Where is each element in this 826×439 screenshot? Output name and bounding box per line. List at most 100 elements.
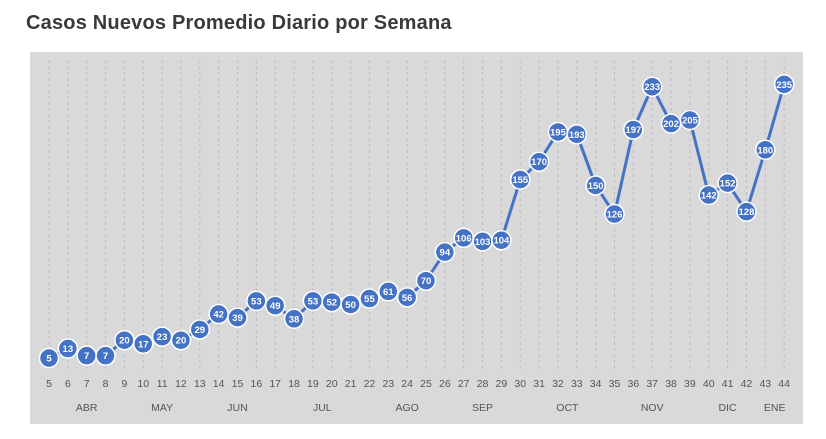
- data-point[interactable]: 170: [528, 151, 550, 172]
- data-point[interactable]: 106: [453, 227, 474, 249]
- x-tick-label: 24: [401, 378, 413, 390]
- data-label: 20: [176, 336, 187, 347]
- data-point[interactable]: 128: [736, 201, 757, 222]
- data-label: 29: [195, 325, 206, 336]
- data-point[interactable]: 17: [133, 333, 154, 355]
- data-label: 150: [588, 181, 604, 192]
- month-label: MAY: [151, 402, 173, 414]
- data-point[interactable]: 197: [623, 119, 644, 140]
- data-point[interactable]: 233: [641, 76, 663, 97]
- x-tick-label: 30: [514, 378, 526, 390]
- data-point-marker: [283, 308, 305, 330]
- data-point[interactable]: 126: [604, 203, 625, 225]
- data-point[interactable]: 155: [510, 169, 531, 190]
- x-tick-label: 16: [251, 378, 263, 390]
- data-point[interactable]: 52: [321, 291, 342, 313]
- data-point[interactable]: 235: [773, 74, 795, 95]
- data-point-marker: [528, 151, 550, 172]
- data-label: 50: [345, 300, 356, 311]
- data-point[interactable]: 142: [698, 184, 719, 206]
- data-point[interactable]: 150: [585, 175, 606, 196]
- month-label: AGO: [395, 402, 418, 414]
- data-point[interactable]: 49: [264, 295, 286, 316]
- data-point[interactable]: 94: [434, 241, 456, 263]
- data-label: 7: [84, 351, 89, 362]
- data-point[interactable]: 152: [717, 172, 738, 194]
- x-tick-label: 5: [46, 378, 52, 390]
- data-label: 202: [663, 119, 679, 130]
- data-point[interactable]: 20: [170, 329, 192, 351]
- data-point[interactable]: 13: [57, 338, 79, 359]
- data-label: 70: [421, 276, 432, 287]
- x-tick-label: 8: [103, 378, 109, 390]
- data-point[interactable]: 70: [415, 270, 437, 291]
- data-label: 142: [701, 191, 717, 202]
- data-point[interactable]: 38: [283, 308, 305, 330]
- data-point[interactable]: 53: [302, 290, 324, 312]
- x-tick-label: 33: [571, 378, 583, 390]
- data-point[interactable]: 55: [359, 288, 380, 309]
- data-label: 180: [757, 145, 773, 156]
- data-label: 52: [326, 298, 337, 309]
- data-point[interactable]: 7: [76, 345, 97, 366]
- x-tick-label: 13: [194, 378, 206, 390]
- data-point-marker: [491, 229, 512, 251]
- data-point-marker: [415, 270, 437, 291]
- data-label: 13: [63, 344, 74, 355]
- data-point[interactable]: 61: [378, 281, 399, 302]
- x-tick-label: 7: [84, 378, 90, 390]
- x-tick-label: 32: [552, 378, 564, 390]
- data-point[interactable]: 195: [547, 121, 569, 143]
- data-label: 152: [720, 179, 736, 190]
- data-label: 233: [644, 82, 660, 93]
- data-label: 7: [103, 351, 108, 362]
- x-tick-label: 27: [458, 378, 470, 390]
- data-label: 128: [739, 207, 755, 218]
- data-point-marker: [170, 329, 192, 351]
- data-point[interactable]: 50: [340, 294, 361, 315]
- data-point-marker: [359, 288, 380, 309]
- data-point[interactable]: 205: [679, 109, 701, 131]
- x-tick-label: 35: [609, 378, 621, 390]
- data-point[interactable]: 23: [151, 326, 173, 347]
- data-point[interactable]: 193: [566, 124, 588, 145]
- data-point-marker: [95, 345, 116, 366]
- data-point[interactable]: 20: [114, 329, 135, 351]
- data-point[interactable]: 56: [396, 287, 418, 308]
- x-tick-label: 31: [533, 378, 545, 390]
- data-point[interactable]: 39: [227, 307, 248, 328]
- x-tick-label: 38: [665, 378, 677, 390]
- x-tick-label: 6: [65, 378, 71, 390]
- x-tick-label: 29: [496, 378, 508, 390]
- data-point-marker: [264, 295, 286, 316]
- x-tick-label: 14: [213, 378, 225, 390]
- x-tick-label: 34: [590, 378, 602, 390]
- data-point[interactable]: 104: [491, 229, 512, 251]
- data-label: 42: [213, 310, 224, 321]
- data-point[interactable]: 103: [472, 231, 493, 252]
- x-tick-label: 26: [439, 378, 451, 390]
- x-tick-label: 28: [477, 378, 489, 390]
- data-point-marker: [510, 169, 531, 190]
- data-label: 55: [364, 294, 375, 305]
- data-point-marker: [38, 347, 60, 369]
- data-point[interactable]: 29: [189, 319, 211, 340]
- x-tick-label: 21: [345, 378, 357, 390]
- month-label: JUN: [227, 402, 247, 414]
- data-point[interactable]: 42: [208, 303, 229, 325]
- x-tick-label: 10: [137, 378, 149, 390]
- data-point[interactable]: 202: [660, 113, 682, 134]
- data-label: 53: [251, 296, 262, 307]
- data-label: 155: [512, 175, 529, 186]
- x-tick-label: 44: [778, 378, 790, 390]
- x-tick-label: 20: [326, 378, 338, 390]
- data-label: 49: [270, 301, 281, 312]
- month-label: ENE: [764, 402, 786, 414]
- data-point[interactable]: 5: [38, 347, 60, 369]
- data-point[interactable]: 7: [95, 345, 116, 366]
- data-label: 5: [46, 354, 52, 365]
- data-point[interactable]: 53: [246, 290, 267, 312]
- data-label: 104: [493, 236, 510, 247]
- data-point[interactable]: 180: [755, 139, 776, 161]
- data-point-marker: [755, 139, 776, 161]
